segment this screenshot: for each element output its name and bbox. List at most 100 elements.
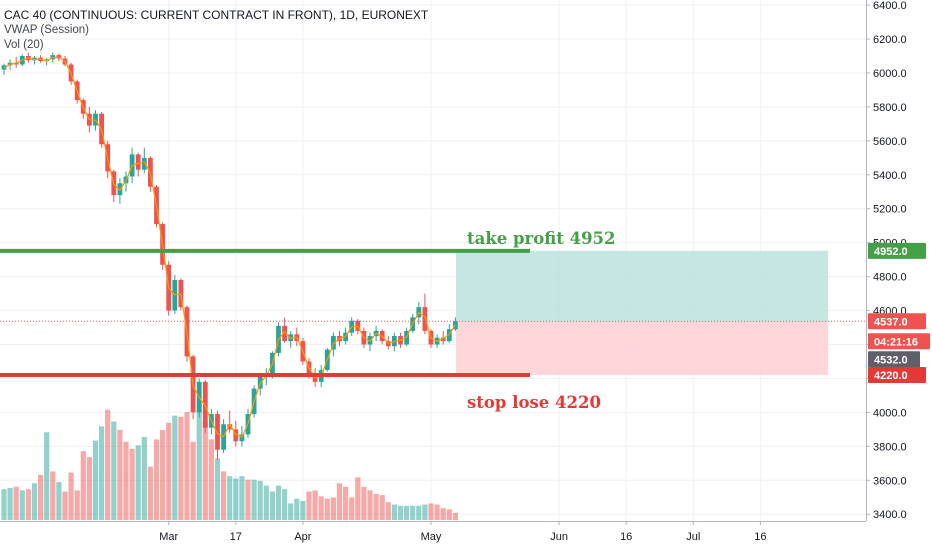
volume-bar	[404, 505, 410, 520]
volume-bar	[312, 490, 318, 520]
volume-bar	[410, 505, 416, 520]
volume-bar	[367, 490, 373, 520]
volume-bar	[239, 476, 245, 520]
volume-bar	[166, 422, 172, 520]
volume-bar	[397, 505, 404, 520]
volume-bar	[227, 476, 233, 520]
volume-bar	[111, 421, 117, 520]
volume-bar	[361, 486, 367, 520]
volume-bar	[92, 440, 99, 520]
volume-bar	[99, 426, 105, 520]
y-tick-label: 5400.0	[873, 170, 907, 182]
candle-body	[141, 157, 147, 170]
volume-bar	[373, 493, 379, 520]
x-axis-ticks: Mar 17 Apr May Jun 16 Jul 16	[159, 521, 767, 543]
volume-bar	[385, 502, 391, 520]
candle-body	[331, 336, 336, 350]
last-price-tag: 4537.0	[874, 316, 908, 328]
x-tick-label: Jun	[550, 531, 568, 543]
level-lines	[0, 248, 866, 378]
volume-bar	[428, 503, 434, 520]
last-price-tag-bg	[868, 313, 926, 330]
volume-bar	[62, 491, 68, 520]
volume-bar	[74, 490, 80, 520]
candle-body	[233, 429, 239, 442]
volume-bar	[245, 479, 251, 520]
candle-body	[282, 325, 287, 342]
candle-body	[32, 57, 37, 61]
candle-body	[422, 307, 428, 331]
volume-bar	[324, 498, 330, 520]
y-tick-label: 6000.0	[873, 68, 907, 80]
volume-bar	[7, 487, 13, 520]
y-axis-ticks: 6400.0 6200.0 6000.0 5800.0 5600.0 5400.0 5200…	[866, 0, 907, 521]
volume-bar	[349, 497, 355, 520]
volume-bar	[422, 504, 428, 520]
chart-legend: CAC 40 (CONTINUOUS: CURRENT CONTRACT IN …	[4, 8, 428, 53]
volume-bar	[105, 409, 111, 520]
take-profit-label: take profit 4952	[467, 229, 616, 248]
volume-bar	[263, 485, 269, 520]
x-tick-label: May	[421, 531, 442, 543]
candlesticks	[1, 52, 458, 460]
volume-bar	[306, 491, 312, 520]
volume-bar	[172, 415, 178, 520]
volume-bar	[434, 504, 440, 520]
x-tick-label: 16	[754, 531, 766, 543]
candle-body	[215, 414, 220, 450]
volume-bar	[355, 477, 361, 520]
volume-bar	[379, 495, 385, 520]
volume-bar	[196, 405, 202, 520]
candle-body	[239, 434, 245, 442]
volume-bar	[129, 448, 135, 520]
volume-indicator-label[interactable]: Vol (20)	[4, 39, 44, 51]
loss-zone	[456, 321, 828, 376]
volume-bar	[160, 429, 166, 520]
volume-bar	[117, 429, 123, 520]
volume-bar	[202, 422, 208, 520]
volume-bar	[50, 471, 56, 520]
axes	[0, 0, 867, 522]
vwap-indicator-label[interactable]: VWAP (Session)	[4, 24, 89, 36]
volume-bar	[257, 480, 263, 520]
volume-bar	[86, 457, 92, 520]
grid-lines	[0, 0, 866, 521]
volume-bar	[38, 474, 44, 520]
x-tick-label: Apr	[294, 531, 311, 543]
vwap-line	[3, 56, 456, 438]
candle-body	[135, 154, 141, 170]
chart-title: CAC 40 (CONTINUOUS: CURRENT CONTRACT IN …	[4, 8, 429, 22]
volume-bar	[19, 490, 25, 520]
volume-bar	[440, 508, 446, 520]
volume-bar	[221, 471, 227, 520]
y-tick-label: 5200.0	[873, 204, 907, 216]
x-tick-label: Mar	[159, 531, 178, 543]
vwap-tag-bg	[868, 351, 920, 368]
countdown-tag-bg	[868, 333, 930, 350]
volume-bar	[391, 504, 397, 520]
candle-body	[13, 62, 19, 65]
candle-body	[440, 337, 446, 342]
vwap-tag: 4532.0	[874, 354, 908, 366]
volume-bar	[80, 451, 86, 520]
volume-bar	[123, 441, 129, 520]
y-tick-label: 3800.0	[873, 441, 907, 453]
vwap-line-path	[3, 56, 456, 438]
volume-bar	[446, 509, 452, 520]
volume-bar	[343, 486, 349, 520]
volume-bar	[68, 472, 74, 520]
volume-bar	[141, 437, 147, 520]
volume-bar	[269, 491, 275, 520]
volume-bar	[56, 482, 62, 520]
volume-bar	[1, 489, 7, 520]
volume-bars	[1, 405, 458, 520]
volume-bar	[147, 466, 153, 520]
y-tick-label: 6200.0	[873, 34, 907, 46]
x-tick-label: 17	[230, 531, 242, 543]
candle-body	[227, 424, 233, 430]
volume-bar	[288, 503, 294, 520]
stop-loss-label: stop lose 4220	[467, 393, 601, 412]
y-tick-label: 4800.0	[873, 272, 907, 284]
candle-body	[446, 329, 452, 342]
